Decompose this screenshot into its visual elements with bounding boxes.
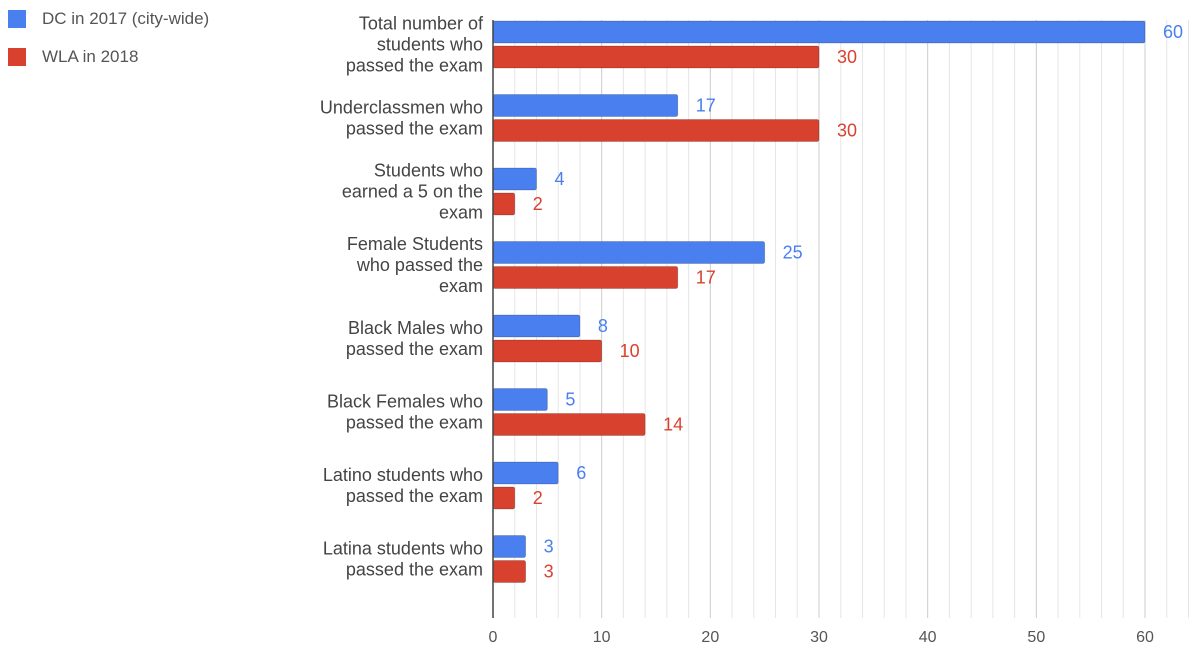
bar-wla-2018: [492, 560, 526, 583]
x-tick-label: 30: [810, 629, 828, 646]
data-label: 8: [598, 316, 608, 336]
data-label: 4: [554, 169, 564, 189]
bar-wla-2018: [492, 486, 516, 510]
x-tick-label: 50: [1027, 629, 1045, 646]
bar-wla-2018: [492, 339, 603, 363]
category-label: Latino students who passed the exam: [323, 465, 483, 506]
category-label-line: exam: [439, 203, 483, 223]
data-label: 30: [837, 47, 857, 67]
data-label: 60: [1163, 22, 1183, 42]
bar-dc-2017: [492, 20, 1146, 44]
data-label: 17: [696, 96, 716, 116]
bar-dc-2017: [492, 388, 548, 411]
bar-wla-2018: [492, 192, 516, 216]
category-label-line: students who: [377, 35, 483, 55]
legend-label: WLA in 2018: [42, 47, 138, 66]
legend: DC in 2017 (city-wide) WLA in 2018: [8, 9, 209, 66]
category-label-line: passed the exam: [346, 119, 483, 139]
category-label-line: Black Males who: [348, 318, 483, 338]
x-tick-label: 10: [593, 629, 611, 646]
category-label: Underclassmen who passed the exam: [320, 98, 483, 139]
x-tick-label: 20: [701, 629, 719, 646]
bar-dc-2017: [492, 314, 581, 338]
category-label: Latina students who passed the exam: [323, 539, 483, 580]
bar-dc-2017: [492, 241, 766, 264]
category-label-line: passed the exam: [346, 56, 483, 76]
category-label-line: Black Females who: [327, 392, 483, 412]
category-label-line: Total number of: [359, 14, 484, 34]
category-label: Students who earned a 5 on the exam: [342, 161, 483, 223]
x-tick-label: 60: [1136, 629, 1154, 646]
category-label-line: Underclassmen who: [320, 98, 483, 118]
data-label: 5: [565, 390, 575, 410]
bar-dc-2017: [492, 94, 679, 117]
x-tick-label: 0: [489, 629, 498, 646]
legend-swatch: [8, 10, 26, 28]
category-label-line: passed the exam: [346, 413, 483, 433]
category-label-line: Female Students: [347, 234, 483, 254]
category-label-line: Students who: [374, 161, 483, 181]
data-label: 2: [533, 488, 543, 508]
x-tick-label: 40: [919, 629, 937, 646]
data-label: 6: [576, 463, 586, 483]
bar-wla-2018: [492, 413, 646, 436]
data-label: 30: [837, 121, 857, 141]
legend-swatch: [8, 48, 26, 66]
bar-dc-2017: [492, 461, 559, 485]
category-label-line: who passed the: [356, 255, 483, 275]
category-label-line: Latino students who: [323, 465, 483, 485]
category-label: Black Males who passed the exam: [346, 318, 483, 359]
data-label: 2: [533, 194, 543, 214]
data-label: 17: [696, 268, 716, 288]
category-labels: Total number of students who passed the ex…: [320, 14, 484, 580]
category-label-line: exam: [439, 276, 483, 296]
legend-label: DC in 2017 (city-wide): [42, 9, 209, 28]
category-label-line: passed the exam: [346, 486, 483, 506]
data-label: 3: [544, 537, 554, 557]
data-label: 3: [544, 562, 554, 582]
bar-wla-2018: [492, 266, 679, 289]
bar-dc-2017: [492, 167, 537, 191]
data-label: 10: [620, 341, 640, 361]
data-label: 25: [783, 243, 803, 263]
category-label: Female Students who passed the exam: [347, 234, 483, 296]
data-label: 14: [663, 415, 683, 435]
x-axis-ticks: 0 10 20 30 40 50 60: [489, 629, 1154, 646]
category-label-line: passed the exam: [346, 339, 483, 359]
category-label-line: earned a 5 on the: [342, 182, 483, 202]
bar-wla-2018: [492, 45, 820, 69]
category-label: Black Females who passed the exam: [327, 392, 483, 433]
bar-wla-2018: [492, 119, 820, 142]
bar-dc-2017: [492, 535, 526, 558]
category-label-line: Latina students who: [323, 539, 483, 559]
category-label-line: passed the exam: [346, 560, 483, 580]
category-label: Total number of students who passed the ex…: [346, 14, 484, 76]
